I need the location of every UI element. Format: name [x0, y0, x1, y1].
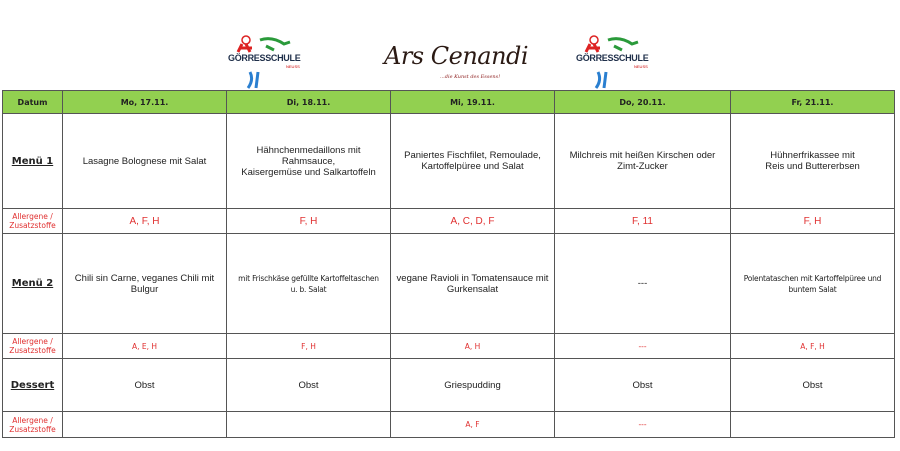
allergen-cell: F, H — [730, 208, 895, 234]
allergen-cell: A, F — [390, 411, 555, 438]
row-label: Menü 1 — [2, 113, 63, 209]
allergen-cell — [226, 411, 391, 438]
row-label: Menü 2 — [2, 233, 63, 334]
caterer-name: Ars Cenandi — [384, 42, 529, 70]
allergen-cell — [62, 411, 227, 438]
dish-cell: Obst — [554, 358, 731, 412]
dish-cell: vegane Ravioli in Tomatensauce mit Gurke… — [390, 233, 555, 334]
dish-cell: Polentataschen mit Kartoffelpüree und bu… — [730, 233, 895, 334]
dish-cell: Hähnchenmedaillons mit Rahmsauce, Kaiser… — [226, 113, 391, 209]
school-city: NEUSS — [634, 64, 648, 69]
allergen-cell: --- — [554, 333, 731, 359]
dish-cell: mit Frischkäse gefüllte Kartoffeltaschen… — [226, 233, 391, 334]
allergen-cell: A, F, H — [730, 333, 895, 359]
dish-cell: Obst — [62, 358, 227, 412]
header-row: Datum Mo, 17.11. Di, 18.11. Mi, 19.11. D… — [2, 90, 895, 114]
school-logo-right: GÖRRESSCHULE NEUSS — [576, 34, 652, 90]
caterer-tagline: ...die Kunst des Essens! — [440, 74, 501, 80]
school-mascot-icon — [584, 35, 639, 89]
allergen-cell: F, H — [226, 333, 391, 359]
school-name: GÖRRESSCHULE — [576, 53, 649, 63]
dish-cell: Griespudding — [390, 358, 555, 412]
allergen-cell — [730, 411, 895, 438]
menu-row: Menü 1 Lasagne Bolognese mit Salat Hähnche… — [2, 113, 895, 209]
dish-cell: Chili sin Carne, veganes Chili mit Bulgu… — [62, 233, 227, 334]
school-mascot-icon — [236, 35, 291, 89]
caterer-logo: Ars Cenandi ...die Kunst des Essens! — [382, 38, 529, 86]
allergen-row: Allergene / Zusatzstoffe A, F, H F, H A, C,… — [2, 208, 895, 234]
menu-row: Menü 2 Chili sin Carne, veganes Chili mit… — [2, 233, 895, 334]
menu-table: Datum Mo, 17.11. Di, 18.11. Mi, 19.11. D… — [2, 90, 895, 438]
dish-cell: --- — [554, 233, 731, 334]
header-day: Di, 18.11. — [226, 90, 391, 114]
dish-cell: Milchreis mit heißen Kirschen oder Zimt-… — [554, 113, 731, 209]
header-day: Do, 20.11. — [554, 90, 731, 114]
dish-cell: Paniertes Fischfilet, Remoulade, Kartoff… — [390, 113, 555, 209]
allergen-cell: A, H — [390, 333, 555, 359]
header-day: Mo, 17.11. — [62, 90, 227, 114]
allergen-cell: A, F, H — [62, 208, 227, 234]
dish-cell: Hühnerfrikassee mit Reis und Buttererbse… — [730, 113, 895, 209]
allergen-row: Allergene / Zusatzstoffe A, E, H F, H A, H-… — [2, 333, 895, 359]
header-day: Fr, 21.11. — [730, 90, 895, 114]
allergen-row: Allergene / Zusatzstoffe A, F --- — [2, 411, 895, 438]
row-label: Allergene / Zusatzstoffe — [2, 411, 63, 438]
row-label: Allergene / Zusatzstoffe — [2, 333, 63, 359]
header-day: Mi, 19.11. — [390, 90, 555, 114]
allergen-cell: F, 11 — [554, 208, 731, 234]
header-datum: Datum — [2, 90, 63, 114]
allergen-cell: A, C, D, F — [390, 208, 555, 234]
allergen-cell: F, H — [226, 208, 391, 234]
allergen-cell: --- — [554, 411, 731, 438]
school-logo-left: GÖRRESSCHULE NEUSS — [228, 34, 304, 90]
dish-cell: Lasagne Bolognese mit Salat — [62, 113, 227, 209]
dish-cell: Obst — [730, 358, 895, 412]
menu-row: Dessert Obst Obst Griespudding Obst Obst — [2, 358, 895, 412]
row-label: Dessert — [2, 358, 63, 412]
school-city: NEUSS — [286, 64, 300, 69]
row-label: Allergene / Zusatzstoffe — [2, 208, 63, 234]
school-name: GÖRRESSCHULE — [228, 53, 301, 63]
allergen-cell: A, E, H — [62, 333, 227, 359]
dish-cell: Obst — [226, 358, 391, 412]
